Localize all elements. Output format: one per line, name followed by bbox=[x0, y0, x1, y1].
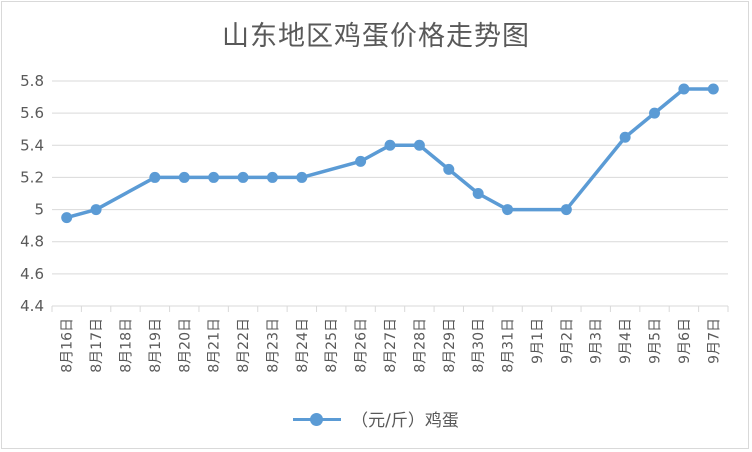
x-tick-label: 8月18日 bbox=[118, 318, 134, 373]
data-point bbox=[149, 171, 161, 183]
x-tick-label: 8月19日 bbox=[148, 318, 164, 373]
data-point bbox=[619, 131, 631, 143]
data-point bbox=[61, 212, 73, 224]
x-tick-label: 9月7日 bbox=[706, 318, 722, 364]
y-tick-label: 5.8 bbox=[20, 72, 44, 90]
x-tick-label: 8月27日 bbox=[383, 318, 399, 373]
data-point bbox=[678, 83, 690, 95]
y-tick-label: 5.4 bbox=[20, 136, 44, 154]
data-point bbox=[649, 107, 661, 119]
data-point bbox=[237, 171, 249, 183]
x-tick-label: 8月29日 bbox=[442, 318, 458, 373]
x-tick-label: 8月16日 bbox=[60, 318, 76, 373]
x-tick-label: 8月26日 bbox=[354, 318, 370, 373]
data-point bbox=[707, 83, 719, 95]
data-point bbox=[502, 204, 514, 216]
x-tick-label: 9月3日 bbox=[589, 318, 605, 364]
x-tick-label: 8月28日 bbox=[412, 318, 428, 373]
y-tick-label: 5 bbox=[34, 201, 44, 219]
x-tick-label: 8月24日 bbox=[295, 318, 311, 373]
x-tick-label: 8月30日 bbox=[471, 318, 487, 373]
x-tick-label: 8月21日 bbox=[207, 318, 223, 373]
legend: （元/斤）鸡蛋 bbox=[0, 406, 752, 431]
x-tick-label: 8月22日 bbox=[236, 318, 252, 373]
x-tick-label: 9月1日 bbox=[530, 318, 546, 364]
data-point bbox=[413, 139, 425, 151]
y-tick-label: 5.6 bbox=[20, 104, 44, 122]
y-tick-label: 4.6 bbox=[20, 265, 44, 283]
x-tick-label: 8月20日 bbox=[177, 318, 193, 373]
legend-swatch bbox=[293, 412, 342, 426]
y-tick-label: 5.2 bbox=[20, 168, 44, 186]
data-point bbox=[443, 163, 455, 175]
data-point bbox=[178, 171, 190, 183]
data-point bbox=[266, 171, 278, 183]
chart-title: 山东地区鸡蛋价格走势图 bbox=[222, 21, 530, 52]
legend-label: （元/斤）鸡蛋 bbox=[351, 411, 459, 431]
x-tick-label: 9月6日 bbox=[677, 318, 693, 364]
x-tick-label: 8月31日 bbox=[501, 318, 517, 373]
x-tick-label: 8月17日 bbox=[89, 318, 105, 373]
y-tick-label: 4.8 bbox=[20, 233, 44, 251]
x-tick-label: 9月5日 bbox=[648, 318, 664, 364]
series-line bbox=[64, 87, 716, 220]
data-point bbox=[90, 204, 102, 216]
x-tick-label: 8月25日 bbox=[324, 318, 340, 373]
data-point bbox=[208, 171, 220, 183]
data-point bbox=[472, 188, 484, 199]
x-tick-label: 9月4日 bbox=[618, 318, 634, 364]
x-tick-label: 8月23日 bbox=[265, 318, 281, 373]
data-point bbox=[355, 155, 367, 167]
x-tick-label: 9月2日 bbox=[559, 318, 575, 364]
data-point bbox=[560, 204, 572, 216]
y-tick-label: 4.4 bbox=[20, 297, 44, 315]
data-point bbox=[384, 139, 396, 151]
data-point bbox=[296, 171, 308, 183]
